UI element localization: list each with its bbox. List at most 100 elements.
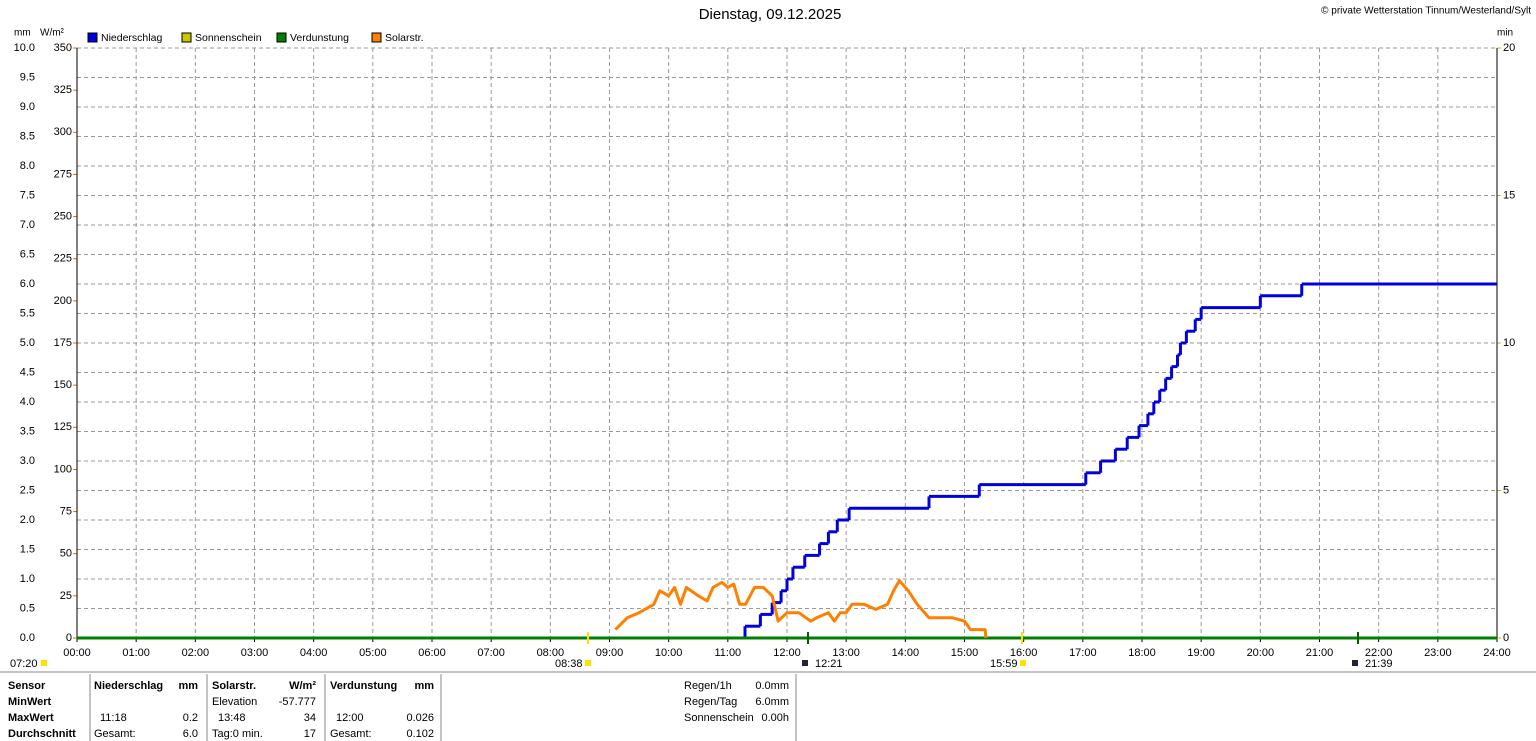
- summary-value: 0.0mm: [755, 680, 789, 692]
- legend-label: Solarstr.: [385, 32, 424, 44]
- y3-tick-label: 0: [1503, 632, 1509, 644]
- x-tick-label: 17:00: [1069, 647, 1097, 659]
- y2-tick-label: 75: [60, 505, 72, 517]
- y2-tick-label: 100: [54, 463, 72, 475]
- stats-cell: Tag:0 min.: [212, 728, 263, 740]
- y2-tick-label: 350: [54, 42, 72, 54]
- x-tick-label: 04:00: [300, 647, 328, 659]
- y2-tick-label: 150: [54, 379, 72, 391]
- stats-cell: 11:18: [100, 712, 127, 724]
- x-tick-label: 10:00: [655, 647, 683, 659]
- y2-tick-label: 125: [54, 421, 72, 433]
- y-tick-label: 10.0: [14, 42, 35, 54]
- y-tick-label: 1.5: [20, 543, 35, 555]
- x-tick-label: 11:00: [714, 647, 741, 659]
- summary-label: Regen/1h: [684, 680, 732, 692]
- y-tick-label: 5.0: [20, 337, 35, 349]
- stats-cell: 0.102: [406, 728, 434, 740]
- y3-tick-label: 5: [1503, 484, 1509, 496]
- event-label: 21:39: [1365, 658, 1393, 670]
- x-tick-label: 07:00: [477, 647, 505, 659]
- y-tick-label: 1.0: [20, 573, 35, 585]
- y-tick-label: 7.5: [20, 189, 35, 201]
- event-icon: [1020, 660, 1026, 666]
- y2-tick-label: 275: [54, 168, 72, 180]
- x-tick-label: 06:00: [418, 647, 446, 659]
- y-tick-label: 6.0: [20, 278, 35, 290]
- y-tick-label: 0.5: [20, 602, 35, 614]
- stats-cell: 17: [304, 728, 316, 740]
- stats-cell: Solarstr.: [212, 680, 256, 692]
- stats-cell: MinWert: [8, 696, 52, 708]
- y-tick-label: 4.5: [20, 366, 35, 378]
- y2-tick-label: 200: [54, 295, 72, 307]
- y-tick-label: 0.0: [20, 632, 35, 644]
- stats-cell: -57.777: [279, 696, 316, 708]
- y3-unit: min: [1497, 28, 1513, 39]
- y-tick-label: 5.5: [20, 307, 35, 319]
- legend-label: Verdunstung: [290, 32, 349, 44]
- x-tick-label: 24:00: [1483, 647, 1511, 659]
- event-icon: [1352, 660, 1358, 666]
- x-tick-label: 15:00: [951, 647, 979, 659]
- summary-value: 6.0mm: [755, 696, 789, 708]
- summary-label: Sonnenschein: [684, 712, 754, 724]
- legend-swatch: [87, 32, 98, 43]
- x-tick-label: 02:00: [182, 647, 210, 659]
- stats-cell: Durchschnitt: [8, 728, 76, 740]
- x-tick-label: 03:00: [241, 647, 269, 659]
- y2-tick-label: 325: [54, 84, 72, 96]
- stats-cell: Gesamt:: [330, 728, 372, 740]
- y-tick-label: 9.5: [20, 71, 35, 83]
- chart-title: Dienstag, 09.12.2025: [699, 6, 842, 23]
- y-tick-label: 2.5: [20, 484, 35, 496]
- stats-cell: Elevation: [212, 696, 257, 708]
- event-icon: [585, 660, 591, 666]
- event-icon: [802, 660, 808, 666]
- x-tick-label: 13:00: [832, 647, 860, 659]
- summary-label: Regen/Tag: [684, 696, 737, 708]
- y-tick-label: 8.5: [20, 130, 35, 142]
- series-line: [614, 579, 988, 639]
- y-tick-label: 3.5: [20, 425, 35, 437]
- y2-tick-label: 300: [54, 126, 72, 138]
- copyright: © private Wetterstation Tinnum/Westerlan…: [1321, 6, 1531, 17]
- stats-cell: 0.2: [183, 712, 198, 724]
- y2-tick-label: 50: [60, 548, 72, 560]
- stats-cell: 34: [304, 712, 316, 724]
- event-label: 07:20: [10, 658, 38, 670]
- x-tick-label: 00:00: [63, 647, 91, 659]
- x-tick-label: 16:00: [1010, 647, 1038, 659]
- summary-value: 0.00h: [761, 712, 789, 724]
- y-tick-label: 3.0: [20, 455, 35, 467]
- y2-tick-label: 175: [54, 337, 72, 349]
- stats-cell: Sensor: [8, 680, 46, 692]
- y3-tick-label: 15: [1503, 189, 1515, 201]
- stats-cell: Niederschlag: [94, 680, 163, 692]
- stats-cell: 12:00: [336, 712, 364, 724]
- y-tick-label: 9.0: [20, 101, 35, 113]
- y-tick-label: 6.5: [20, 248, 35, 260]
- y-tick-label: 4.0: [20, 396, 35, 408]
- event-label: 12:21: [815, 658, 843, 670]
- stats-cell: mm: [414, 680, 434, 692]
- legend-label: Sonnenschein: [195, 32, 262, 44]
- y2-tick-label: 0: [66, 632, 72, 644]
- event-label: 08:38: [555, 658, 583, 670]
- x-tick-label: 08:00: [537, 647, 565, 659]
- x-tick-label: 01:00: [122, 647, 150, 659]
- legend-swatch: [276, 32, 287, 43]
- y-unit: mm: [14, 28, 31, 39]
- legend-swatch: [181, 32, 192, 43]
- x-tick-label: 21:00: [1306, 647, 1334, 659]
- stats-cell: mm: [178, 680, 198, 692]
- x-tick-label: 22:00: [1365, 647, 1393, 659]
- stats-cell: MaxWert: [8, 712, 54, 724]
- y3-tick-label: 10: [1503, 337, 1515, 349]
- y2-tick-label: 225: [54, 253, 72, 265]
- x-tick-label: 12:00: [773, 647, 801, 659]
- stats-cell: W/m²: [289, 680, 316, 692]
- x-tick-label: 14:00: [892, 647, 920, 659]
- x-tick-label: 05:00: [359, 647, 387, 659]
